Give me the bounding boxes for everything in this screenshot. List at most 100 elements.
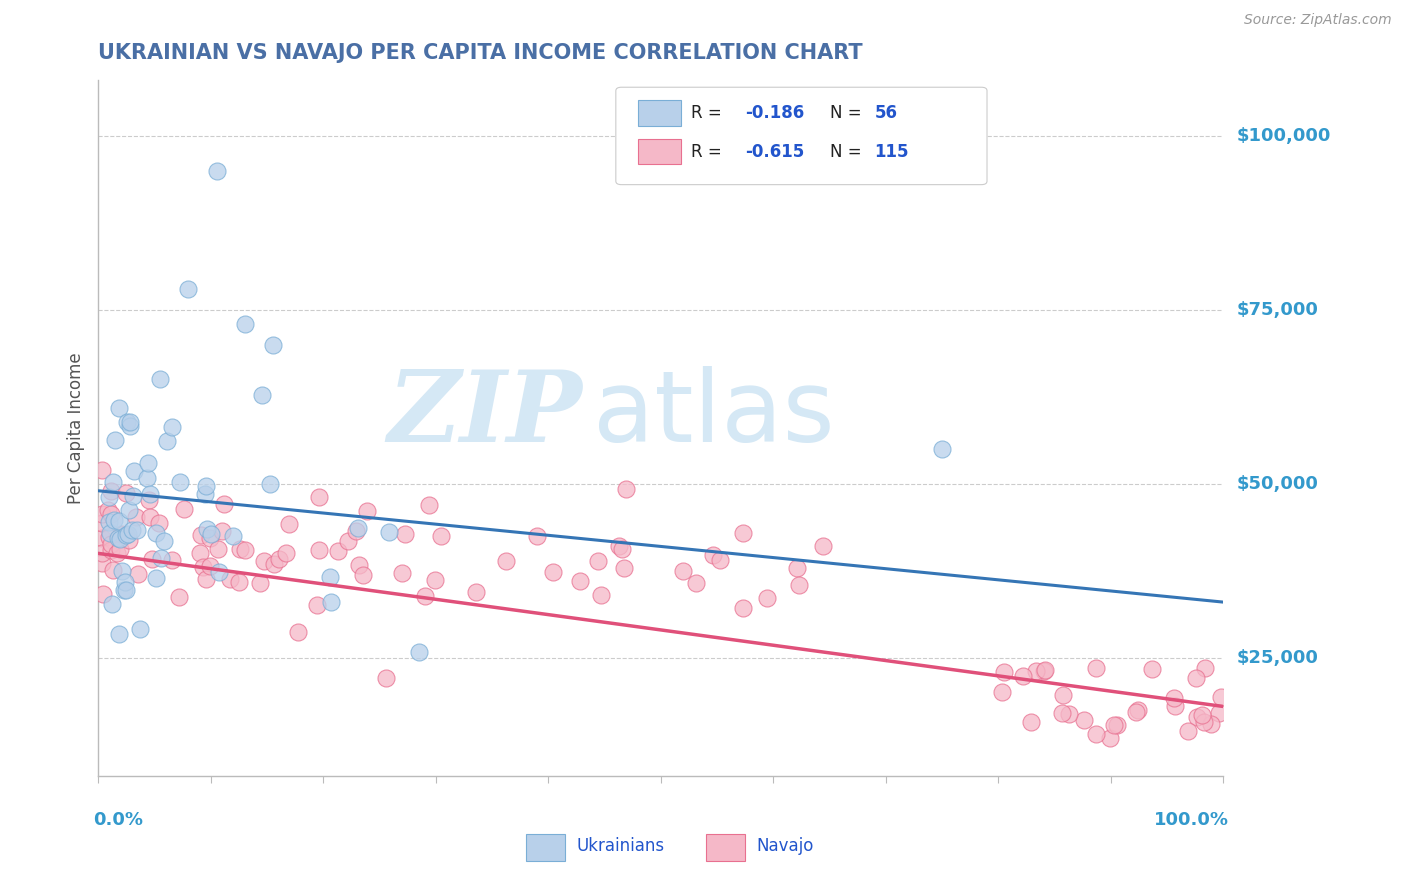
Point xyxy=(391,566,413,581)
Point xyxy=(145,525,167,540)
Point xyxy=(1033,663,1056,677)
Point xyxy=(114,485,136,500)
Point xyxy=(155,434,177,448)
Point xyxy=(97,491,120,505)
Text: UKRAINIAN VS NAVAJO PER CAPITA INCOME CORRELATION CHART: UKRAINIAN VS NAVAJO PER CAPITA INCOME CO… xyxy=(98,44,863,63)
Point xyxy=(308,490,330,504)
Point xyxy=(709,553,731,567)
Point xyxy=(149,551,172,566)
Point xyxy=(1025,664,1047,678)
Point xyxy=(148,516,170,530)
Point xyxy=(269,552,291,566)
FancyBboxPatch shape xyxy=(526,835,565,861)
Point xyxy=(118,502,141,516)
Point xyxy=(287,624,309,639)
FancyBboxPatch shape xyxy=(616,87,987,185)
Text: 56: 56 xyxy=(875,104,897,122)
Point xyxy=(138,486,160,500)
Point xyxy=(125,509,148,524)
Point xyxy=(125,523,148,537)
Point xyxy=(139,510,162,524)
Point xyxy=(194,487,217,501)
Text: $25,000: $25,000 xyxy=(1237,648,1319,666)
Point xyxy=(1084,661,1107,675)
Point xyxy=(586,554,609,568)
Text: Navajo: Navajo xyxy=(756,837,814,855)
Point xyxy=(733,525,755,540)
Point xyxy=(1208,706,1230,720)
Point xyxy=(1032,664,1054,678)
Point xyxy=(100,537,122,551)
Point xyxy=(195,479,218,493)
Point xyxy=(195,572,218,586)
Text: -0.186: -0.186 xyxy=(745,104,804,122)
Point xyxy=(1019,715,1042,730)
Point xyxy=(702,548,724,562)
Point xyxy=(177,282,200,296)
Text: R =: R = xyxy=(692,143,727,161)
Point xyxy=(526,529,548,543)
Point xyxy=(305,599,328,613)
Point xyxy=(97,503,120,517)
Point xyxy=(103,563,125,577)
Point xyxy=(465,584,488,599)
Point xyxy=(1052,688,1074,702)
Point xyxy=(191,560,214,574)
Point xyxy=(430,529,453,543)
Point xyxy=(110,526,132,541)
Point xyxy=(103,513,125,527)
Point xyxy=(188,545,211,559)
Point xyxy=(1164,699,1187,714)
Point xyxy=(115,415,138,429)
Point xyxy=(1050,706,1073,720)
Point xyxy=(253,554,276,568)
Point xyxy=(138,492,160,507)
Point xyxy=(228,542,250,557)
Point xyxy=(931,442,953,456)
Point xyxy=(612,542,634,557)
Point xyxy=(114,574,136,589)
Point xyxy=(98,530,121,544)
Point xyxy=(1012,669,1035,683)
Point xyxy=(378,525,401,540)
Point xyxy=(1184,671,1206,685)
Point xyxy=(568,574,591,589)
Point xyxy=(105,546,128,560)
Text: 0.0%: 0.0% xyxy=(93,811,143,829)
Point xyxy=(108,627,131,641)
Point xyxy=(1128,703,1150,717)
Point xyxy=(755,591,778,605)
Point xyxy=(112,583,135,598)
Point xyxy=(167,590,190,604)
Point xyxy=(319,595,342,609)
Text: $100,000: $100,000 xyxy=(1237,127,1331,145)
Point xyxy=(347,558,370,572)
Point xyxy=(211,524,233,538)
Point xyxy=(101,597,124,611)
Point xyxy=(90,546,112,560)
Point xyxy=(613,560,636,574)
Text: $75,000: $75,000 xyxy=(1237,301,1319,318)
Point xyxy=(786,561,808,575)
Point xyxy=(607,539,630,553)
Text: atlas: atlas xyxy=(593,366,835,463)
Point xyxy=(993,665,1015,679)
Point xyxy=(173,502,195,516)
Point xyxy=(250,388,273,402)
Point xyxy=(541,565,564,579)
Point xyxy=(122,489,145,503)
Point xyxy=(235,543,257,558)
Point xyxy=(195,522,218,536)
Point xyxy=(160,553,183,567)
Point xyxy=(1177,723,1199,738)
Point xyxy=(374,671,396,685)
Point xyxy=(122,464,145,478)
Point xyxy=(614,482,637,496)
Point xyxy=(418,498,440,512)
Point xyxy=(1098,731,1121,745)
Point xyxy=(205,163,228,178)
Point xyxy=(111,564,134,578)
Point xyxy=(415,590,437,604)
Point xyxy=(344,524,367,539)
Point xyxy=(218,572,240,586)
